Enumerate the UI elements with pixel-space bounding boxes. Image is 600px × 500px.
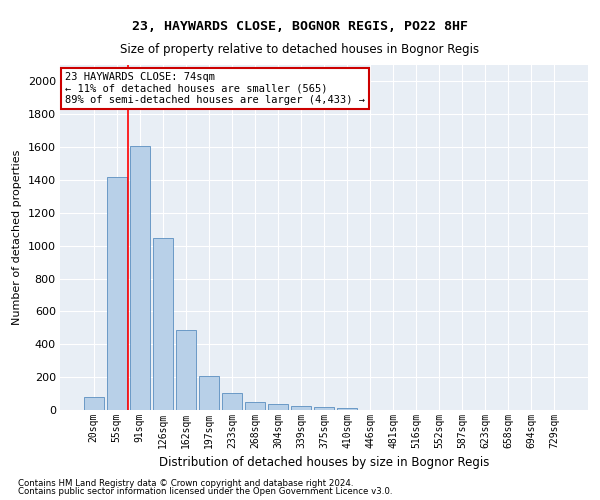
Bar xyxy=(107,176,127,410)
Bar xyxy=(199,376,218,410)
Text: 23 HAYWARDS CLOSE: 74sqm
← 11% of detached houses are smaller (565)
89% of semi-: 23 HAYWARDS CLOSE: 74sqm ← 11% of detach… xyxy=(65,72,365,105)
X-axis label: Distribution of detached houses by size in Bognor Regis: Distribution of detached houses by size … xyxy=(159,456,489,469)
Bar xyxy=(245,402,265,410)
Bar xyxy=(291,406,311,410)
Text: Size of property relative to detached houses in Bognor Regis: Size of property relative to detached ho… xyxy=(121,42,479,56)
Bar xyxy=(337,408,357,410)
Bar xyxy=(222,393,242,410)
Bar xyxy=(268,404,288,410)
Bar xyxy=(130,146,149,410)
Y-axis label: Number of detached properties: Number of detached properties xyxy=(12,150,22,325)
Text: Contains public sector information licensed under the Open Government Licence v3: Contains public sector information licen… xyxy=(18,487,392,496)
Bar xyxy=(176,330,196,410)
Text: Contains HM Land Registry data © Crown copyright and database right 2024.: Contains HM Land Registry data © Crown c… xyxy=(18,478,353,488)
Bar xyxy=(314,407,334,410)
Bar xyxy=(84,397,104,410)
Text: 23, HAYWARDS CLOSE, BOGNOR REGIS, PO22 8HF: 23, HAYWARDS CLOSE, BOGNOR REGIS, PO22 8… xyxy=(132,20,468,33)
Bar xyxy=(153,238,173,410)
